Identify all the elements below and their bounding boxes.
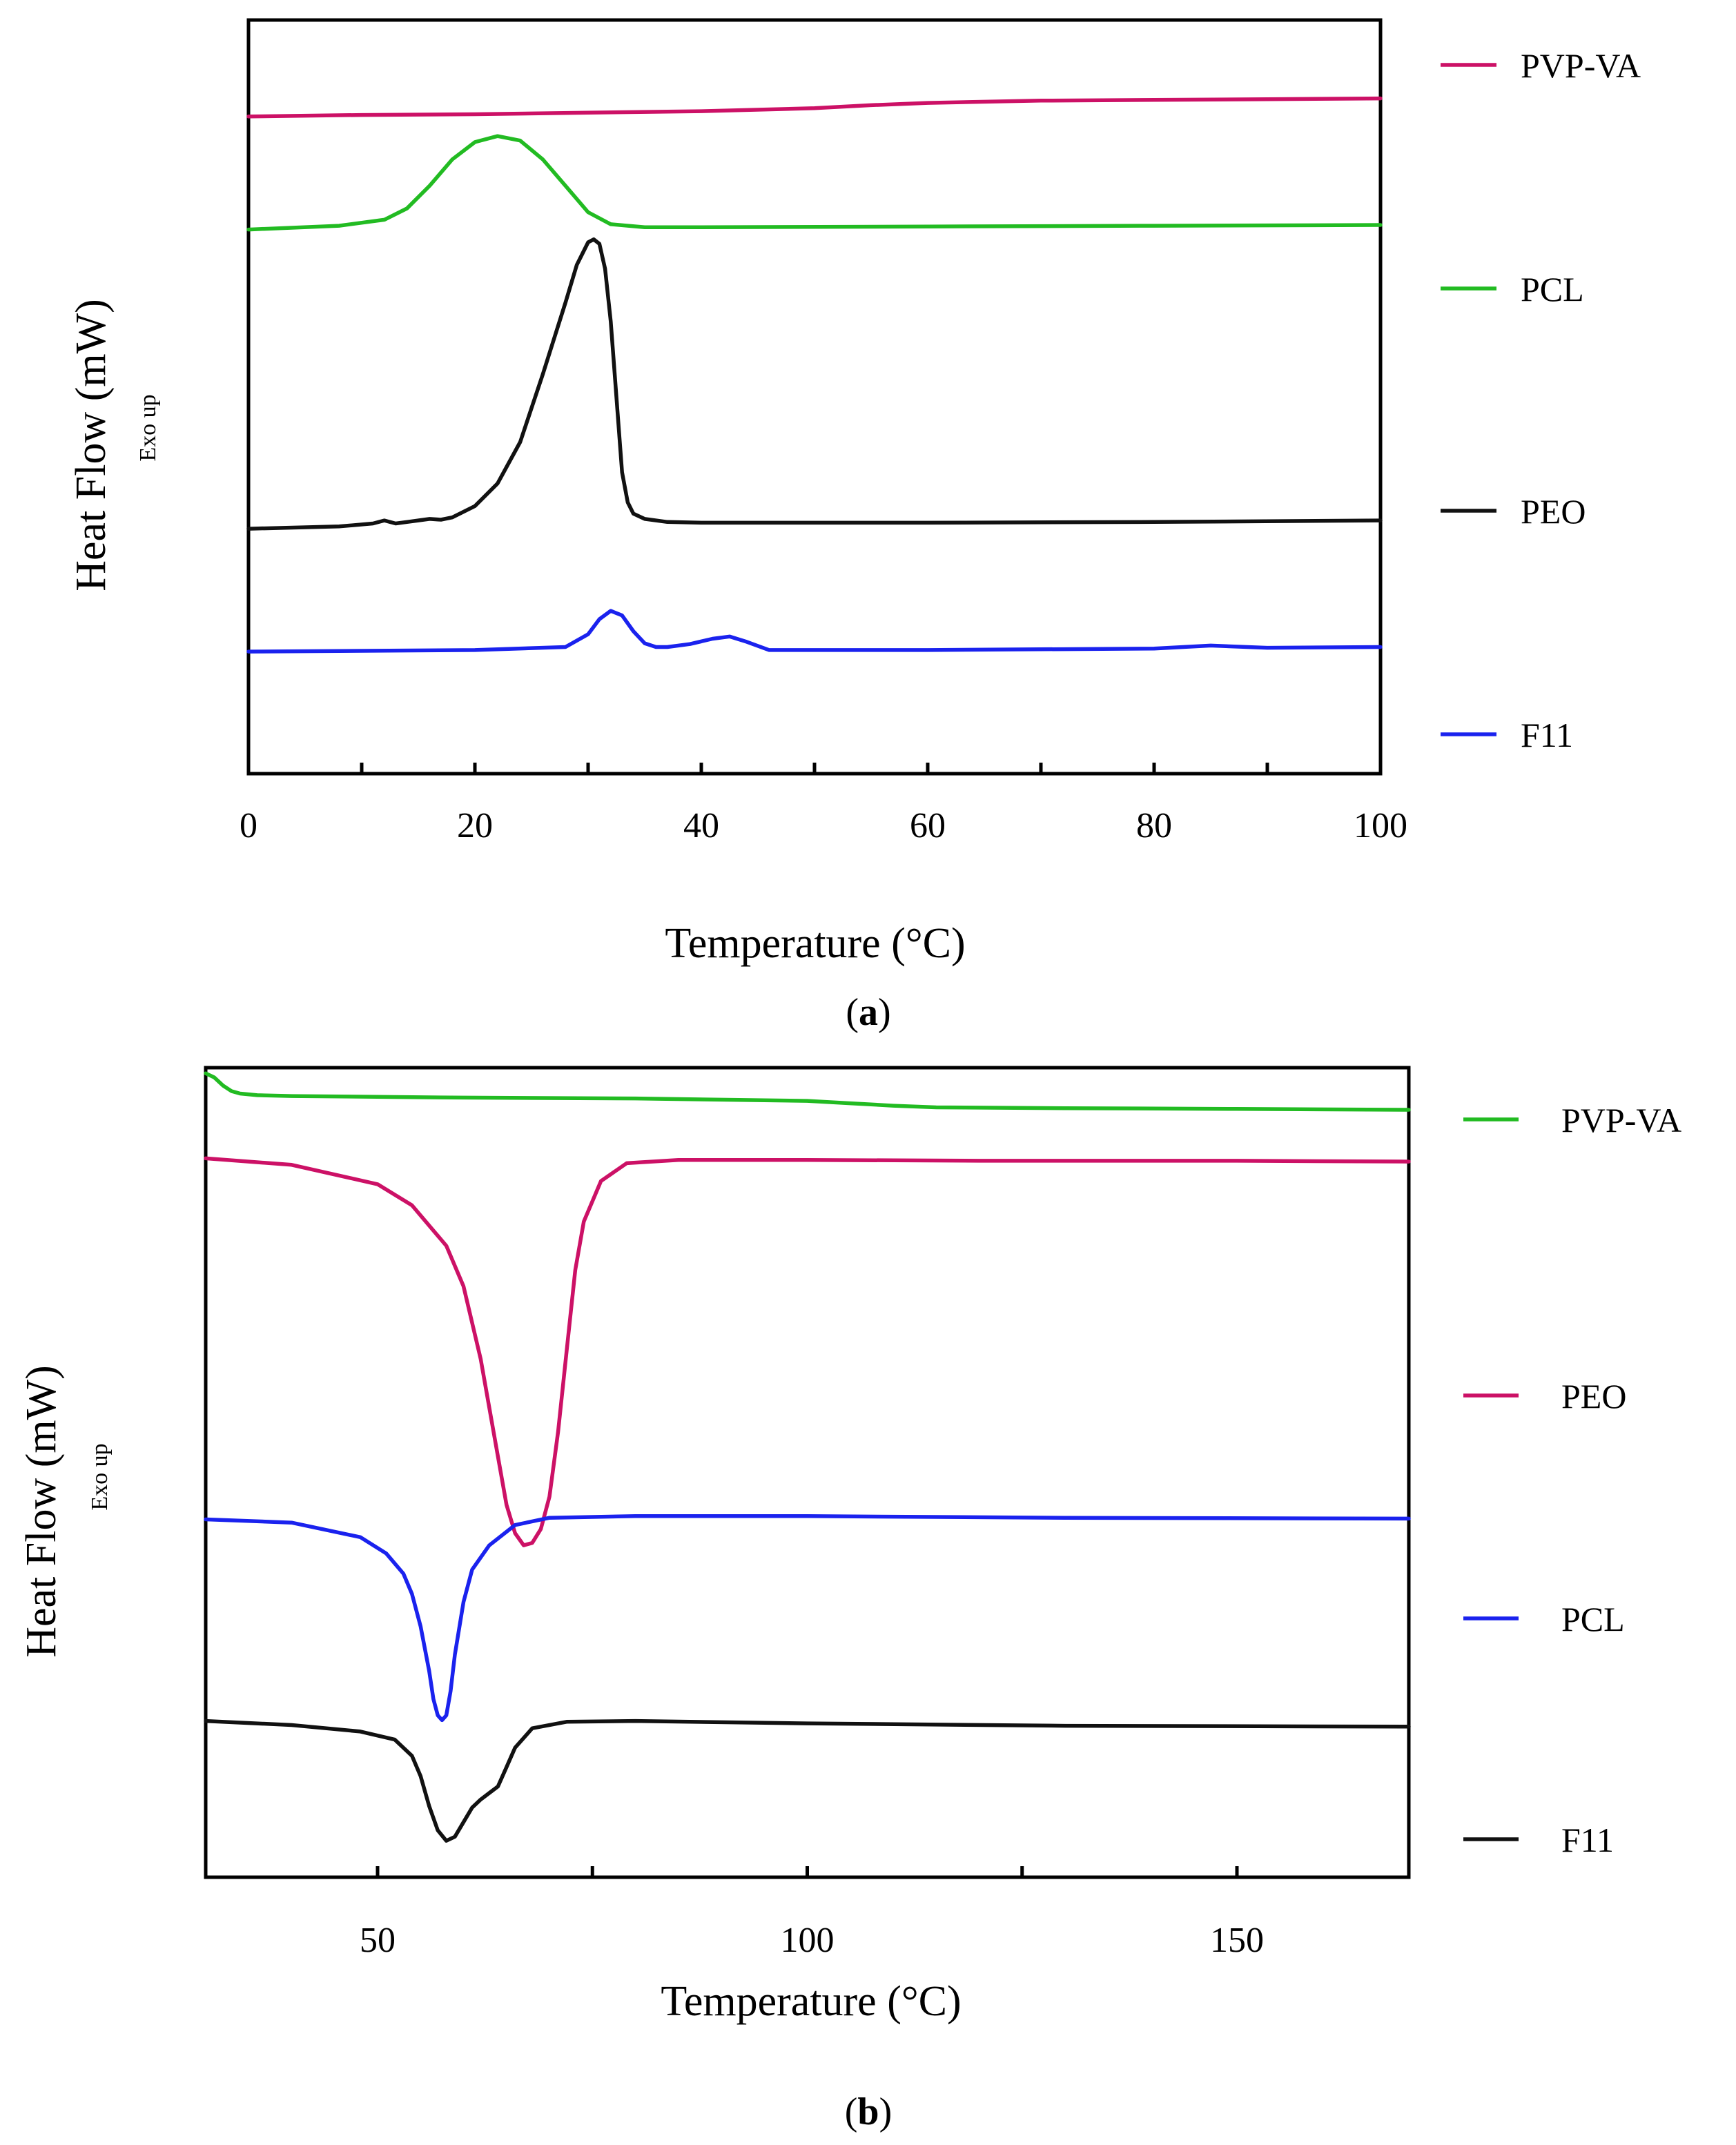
y-axis-sublabel-a: Exo up — [135, 394, 161, 461]
y-axis-sublabel-b: Exo up — [87, 1443, 113, 1510]
caption-b-open: ( — [845, 2090, 858, 2133]
series-line-pcl — [204, 1514, 1411, 1723]
series-line-peo — [246, 237, 1383, 531]
series-line-pcl — [246, 134, 1383, 232]
series-line-f11 — [204, 1718, 1411, 1843]
x-tick-label: 100 — [781, 1921, 835, 1960]
x-tick-label: 50 — [360, 1921, 396, 1960]
panel-b: 50 100 150 PVP-VA PEO PCL F11 Temperature (°C… — [18, 1066, 1681, 2133]
caption-a-open: ( — [846, 991, 859, 1034]
x-tick-label: 100 — [1354, 806, 1407, 845]
legend-label-pvp-va: PVP-VA — [1521, 46, 1641, 85]
caption-a: (a) — [846, 991, 890, 1034]
x-tick-label: 0 — [240, 806, 257, 845]
y-axis-label-a: Heat Flow (mW) — [68, 299, 115, 591]
legend-a: PVP-VA PCL PEO F11 — [1441, 46, 1641, 754]
series-group-b — [204, 1071, 1411, 1843]
caption-b-letter: b — [857, 2090, 879, 2133]
x-ticks-a: 0 20 40 60 80 100 — [240, 763, 1407, 845]
caption-b-close: ) — [879, 2090, 893, 2133]
legend-label-peo: PEO — [1521, 492, 1586, 531]
series-line-pvp-va — [246, 96, 1383, 119]
legend-label-pvp-va: PVP-VA — [1561, 1101, 1681, 1139]
x-tick-label: 60 — [910, 806, 946, 845]
x-tick-label: 40 — [683, 806, 719, 845]
legend-label-pcl: PCL — [1521, 270, 1584, 308]
x-tick-label: 150 — [1210, 1921, 1264, 1960]
legend-label-peo: PEO — [1561, 1377, 1626, 1416]
y-axis-label-b: Heat Flow (mW) — [18, 1365, 65, 1658]
plot-frame-a — [246, 18, 1383, 776]
legend-label-f11: F11 — [1521, 716, 1573, 754]
series-line-pvp-va — [204, 1071, 1411, 1112]
caption-b: (b) — [845, 2090, 892, 2133]
x-axis-label-a: Temperature (°C) — [665, 920, 965, 967]
legend-label-pcl: PCL — [1561, 1600, 1625, 1638]
series-group-a — [246, 96, 1383, 654]
series-line-f11 — [246, 609, 1383, 654]
legend-b: PVP-VA PEO PCL F11 — [1463, 1101, 1681, 1859]
x-axis-label-b: Temperature (°C) — [661, 1978, 961, 2025]
panel-a: 0 20 40 60 80 100 PVP-VA PCL PEO F11 Temperature… — [68, 18, 1641, 1034]
x-tick-label: 80 — [1136, 806, 1172, 845]
series-line-peo — [204, 1156, 1411, 1547]
caption-a-letter: a — [859, 991, 878, 1034]
x-ticks-b: 50 100 150 — [360, 1866, 1264, 1960]
x-tick-label: 20 — [457, 806, 493, 845]
legend-label-f11: F11 — [1561, 1821, 1614, 1859]
caption-a-close: ) — [878, 991, 891, 1034]
